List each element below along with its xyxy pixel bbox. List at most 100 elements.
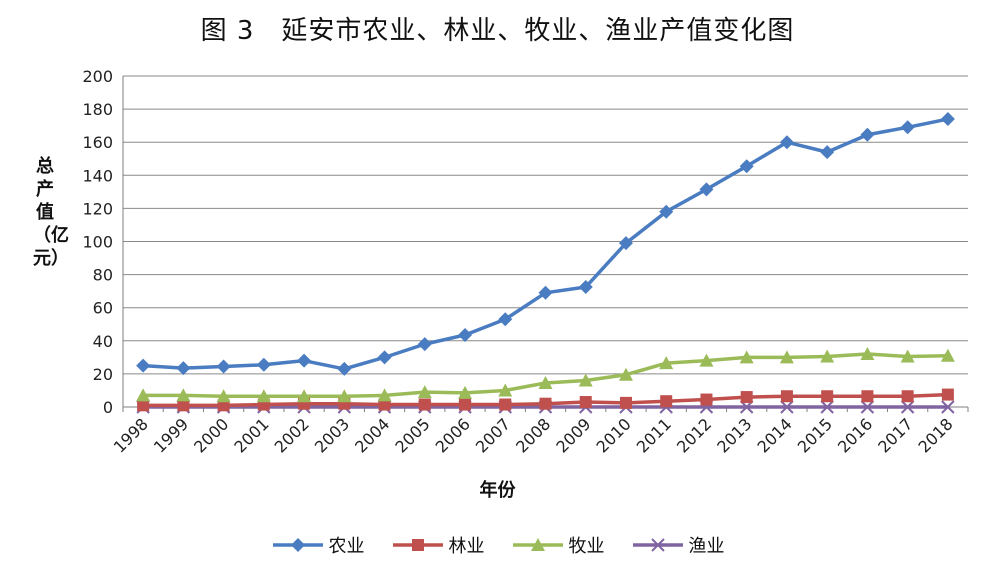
y-tick-label: 200 — [82, 67, 113, 86]
data-point — [900, 400, 915, 414]
data-point — [217, 399, 230, 412]
data-point — [136, 388, 151, 402]
data-point — [418, 398, 431, 411]
data-point — [619, 396, 632, 409]
data-point — [417, 337, 432, 352]
legend-label: 牧业 — [568, 536, 605, 557]
data-point — [941, 388, 954, 401]
data-point — [498, 312, 513, 327]
data-point — [337, 389, 352, 403]
data-point — [216, 389, 231, 403]
data-point — [821, 390, 834, 403]
chart-title: 图 3 延安市农业、林业、牧业、渔业产值变化图 — [200, 16, 795, 46]
data-point — [458, 328, 473, 343]
y-tick-label: 120 — [82, 199, 113, 218]
data-point — [860, 400, 875, 414]
data-point — [297, 389, 312, 403]
data-point — [176, 361, 191, 376]
x-tick-label: 2007 — [472, 414, 514, 456]
data-point — [901, 390, 914, 403]
legend-item: 农业 — [271, 532, 365, 558]
y-tick-label: 0 — [103, 398, 113, 417]
data-point — [700, 393, 713, 406]
x-tick-label: 2010 — [593, 414, 635, 456]
data-point — [659, 356, 674, 370]
data-point — [739, 350, 754, 364]
x-tick-label: 2011 — [633, 414, 675, 456]
x-tick-label: 2014 — [754, 414, 796, 456]
data-point — [417, 385, 432, 399]
x-tick-label: 2006 — [432, 414, 474, 456]
data-point — [860, 347, 875, 361]
legend-label: 农业 — [328, 536, 365, 557]
legend-swatch-husbandry — [512, 538, 563, 551]
data-point — [779, 350, 794, 364]
x-tick-label: 2017 — [874, 414, 916, 456]
y-tick-label: 80 — [93, 266, 113, 285]
data-point — [940, 112, 955, 127]
data-point — [941, 400, 955, 414]
x-tick-label: 2001 — [230, 414, 272, 456]
y-tick-label: 20 — [93, 365, 113, 384]
x-tick-label: 1999 — [150, 414, 192, 456]
data-point — [618, 236, 633, 251]
data-point — [780, 390, 793, 403]
data-point — [780, 400, 794, 414]
data-point — [660, 395, 673, 408]
data-point — [538, 376, 553, 390]
data-point — [739, 159, 754, 174]
legend-item: 渔业 — [631, 532, 725, 558]
data-point — [136, 358, 151, 373]
data-point — [256, 357, 271, 372]
y-tick-label: 180 — [82, 100, 113, 119]
legend-label: 林业 — [448, 536, 485, 557]
x-tick-label: 2012 — [673, 414, 715, 456]
x-tick-label: 2003 — [311, 414, 353, 456]
x-tick-label: 1998 — [110, 414, 152, 456]
y-tick-label: 160 — [82, 133, 113, 152]
data-point — [498, 383, 513, 397]
data-point — [578, 280, 593, 295]
legend-swatch-forestry — [392, 539, 443, 551]
data-point — [659, 204, 674, 219]
data-point — [699, 182, 714, 197]
data-point — [176, 388, 191, 402]
x-tick-label: 2002 — [271, 414, 313, 456]
data-point — [337, 361, 352, 376]
chart-legend: 农业 林业 牧业 渔业 — [0, 532, 995, 558]
x-tick-label: 2004 — [351, 414, 393, 456]
data-point — [137, 399, 150, 412]
legend-swatch-fishery — [632, 538, 683, 552]
y-tick-label: 40 — [93, 332, 113, 351]
data-point — [297, 353, 312, 368]
data-point — [618, 367, 633, 381]
x-tick-label: 2018 — [914, 414, 956, 456]
x-tick-label: 2009 — [552, 414, 594, 456]
data-point — [579, 396, 592, 409]
data-point — [900, 349, 915, 363]
legend-item: 牧业 — [511, 532, 605, 558]
x-axis-label: 年份 — [479, 480, 516, 501]
data-point — [377, 350, 392, 365]
x-tick-label: 2013 — [713, 414, 755, 456]
data-point — [538, 285, 553, 300]
legend-item: 林业 — [391, 532, 485, 558]
x-tick-label: 2005 — [391, 414, 433, 456]
y-tick-label: 100 — [82, 233, 113, 252]
data-point — [820, 349, 835, 363]
data-point — [458, 385, 473, 399]
data-point — [539, 397, 552, 410]
legend-marker — [290, 538, 305, 552]
x-tick-label: 2015 — [794, 414, 836, 456]
data-point — [256, 389, 271, 403]
legend-label: 渔业 — [688, 536, 725, 557]
data-point — [378, 398, 391, 411]
data-point — [377, 388, 392, 402]
legend-marker — [411, 539, 424, 551]
y-tick-label: 60 — [93, 299, 113, 318]
legend-swatch-agriculture — [272, 538, 323, 552]
data-point — [900, 120, 915, 135]
data-point — [578, 373, 593, 387]
data-point — [779, 135, 794, 150]
